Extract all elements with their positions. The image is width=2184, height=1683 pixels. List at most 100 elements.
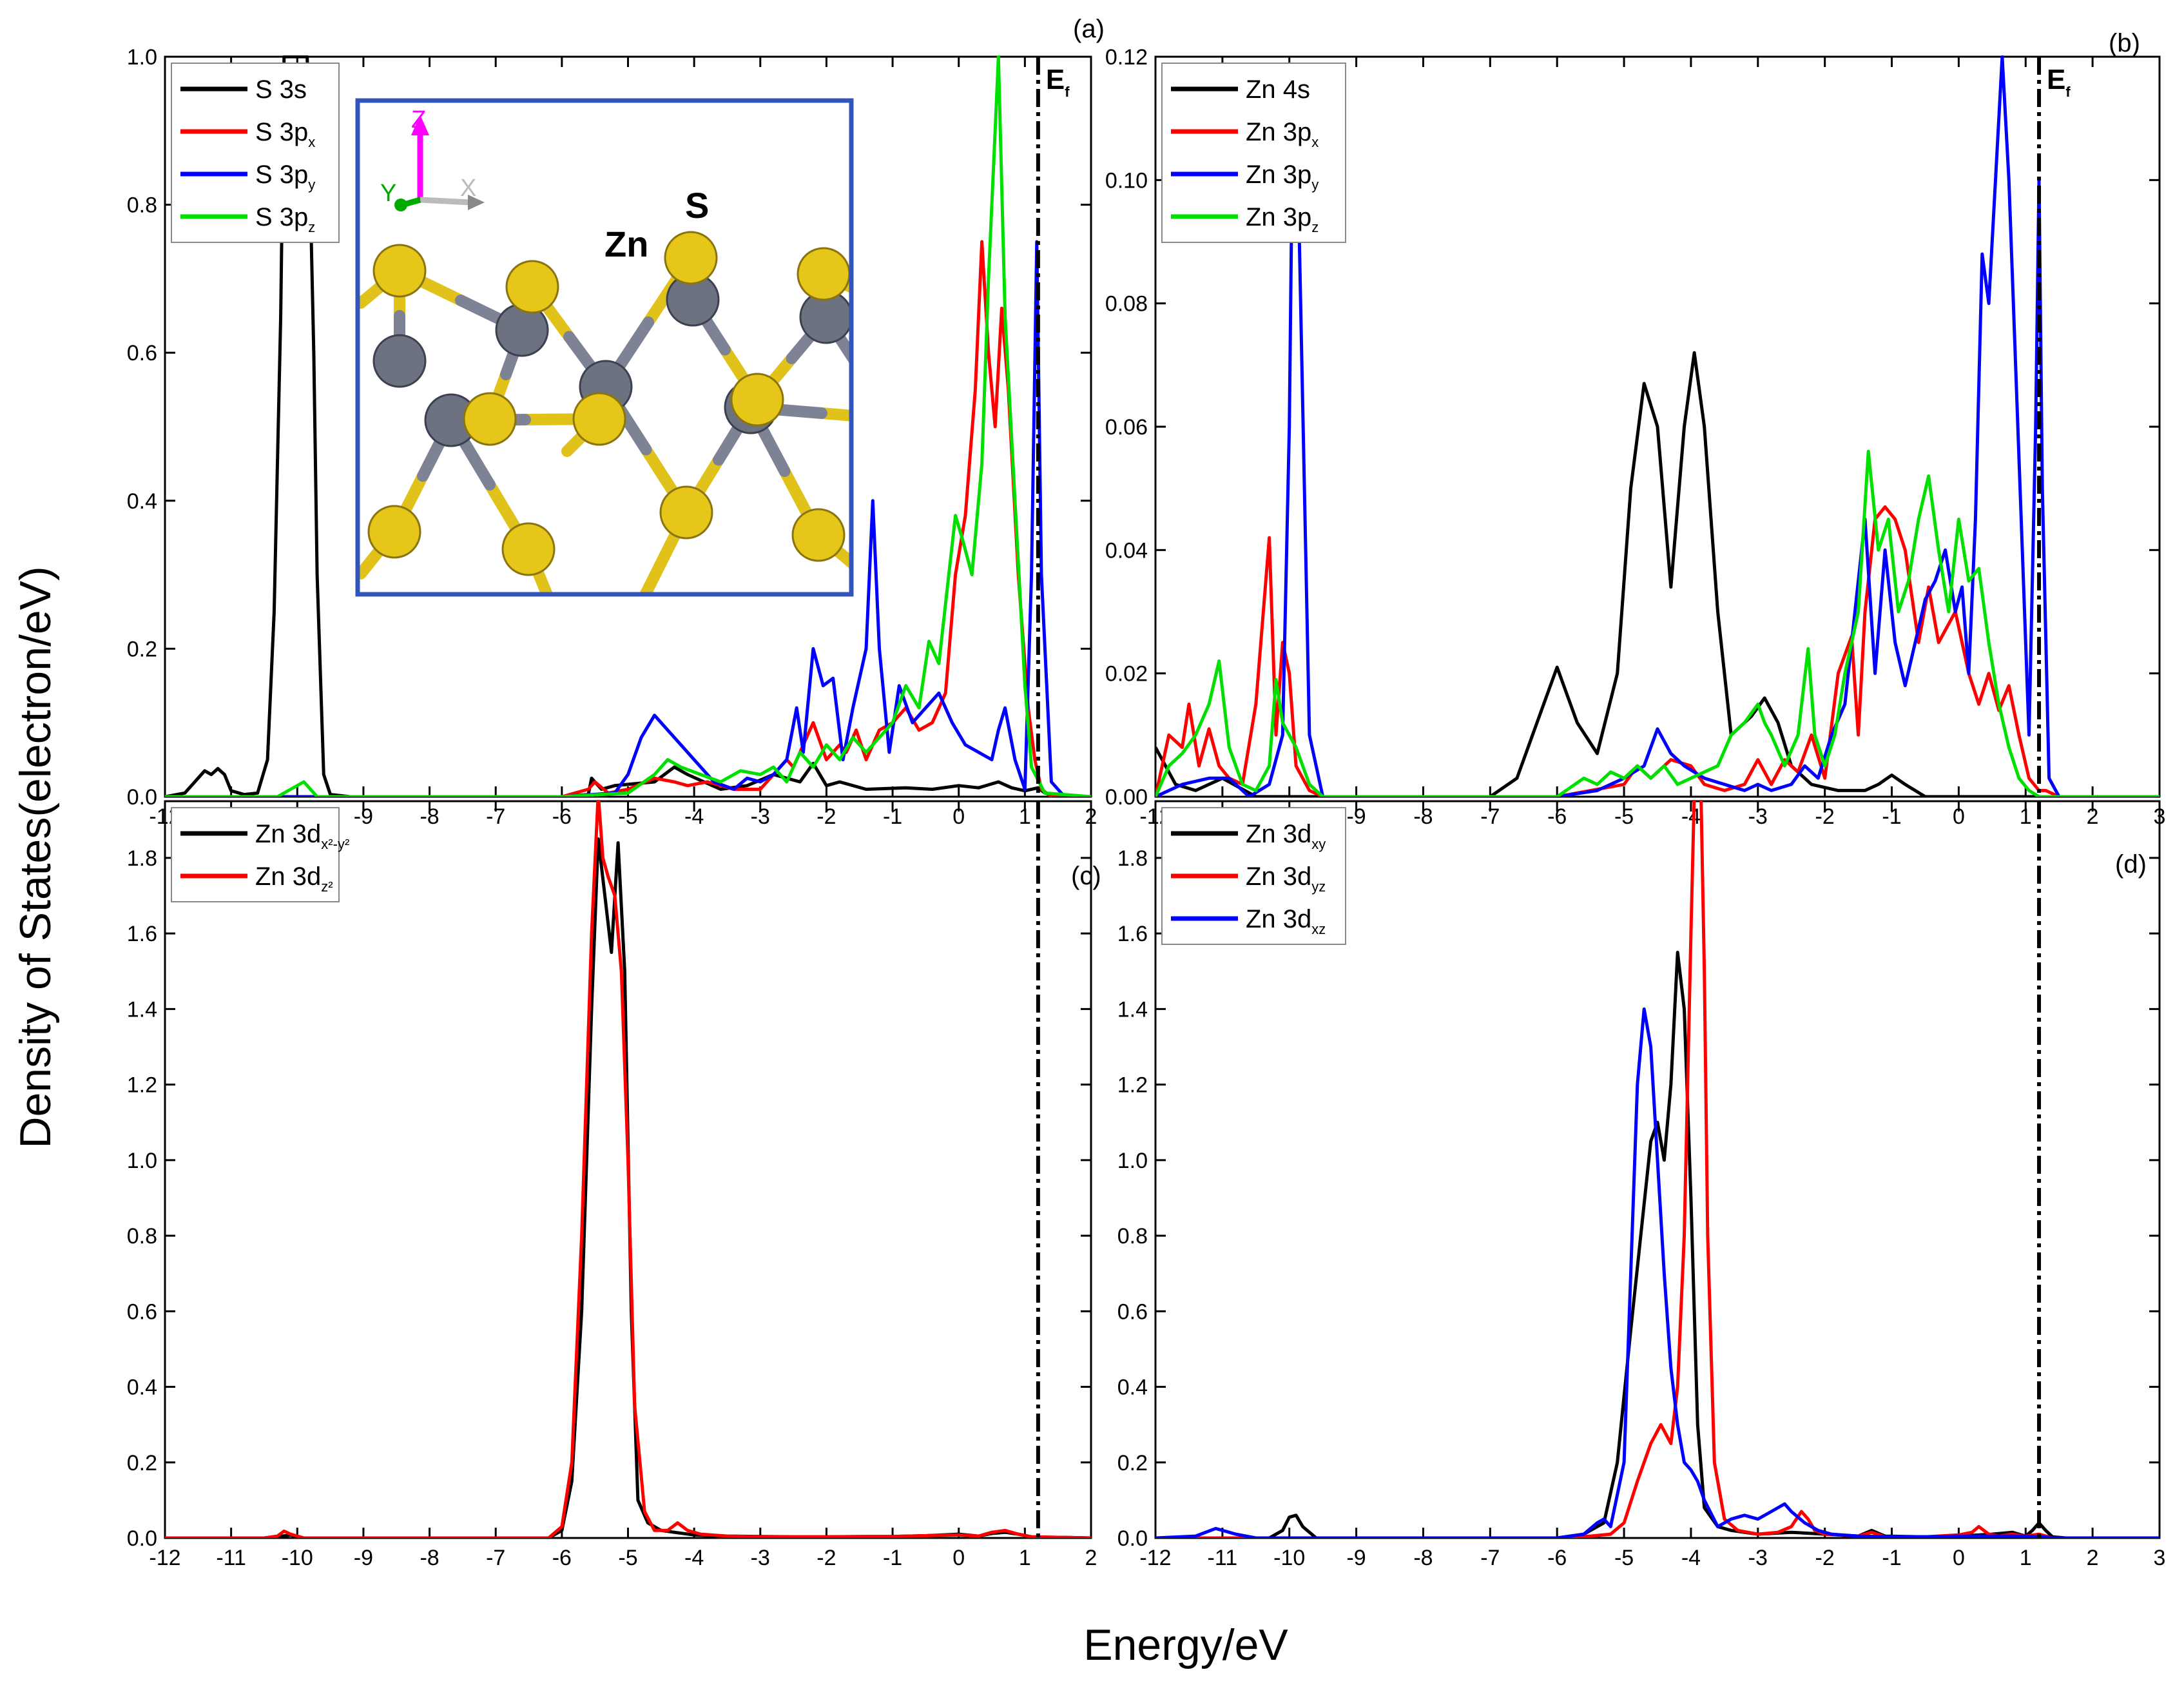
y-tick-label: 1.0 [1117, 1149, 1148, 1173]
x-tick-label: -4 [684, 1546, 704, 1570]
y-tick-label: 1.0 [127, 45, 157, 70]
s-atom [367, 505, 421, 559]
y-tick-label: 1.2 [1117, 1073, 1148, 1098]
legend-box [171, 63, 340, 243]
y-tick-label: 0.06 [1105, 415, 1148, 440]
s-atom [664, 231, 718, 285]
x-tick-label: 0 [952, 1546, 965, 1570]
atom-label-zn: Zn [604, 224, 648, 264]
fermi-level-label: Ef [2047, 64, 2071, 100]
legend-label: S 3px [255, 118, 315, 150]
s-atom [463, 392, 517, 446]
x-tick-label: 0 [1953, 804, 1965, 829]
x-tick-label: -9 [354, 1546, 373, 1570]
y-tick-label: 0.2 [1117, 1451, 1148, 1475]
s-atom [572, 392, 626, 446]
x-tick-label: -8 [1413, 1546, 1433, 1570]
s-atom [659, 485, 713, 540]
series-line-zn-3py [1155, 55, 2160, 797]
axis-label-x: X [460, 175, 476, 202]
y-tick-label: 0.4 [127, 489, 157, 514]
x-tick-label: -10 [1273, 1546, 1305, 1570]
x-tick-label: -3 [751, 1546, 770, 1570]
x-tick-label: 1 [1019, 1546, 1031, 1570]
legend-label: S 3py [255, 161, 315, 193]
y-tick-label: 0.8 [1117, 1224, 1148, 1249]
y-tick-label: 1.6 [127, 922, 157, 946]
x-tick-label: -11 [216, 1546, 246, 1570]
x-tick-label: -5 [1614, 1546, 1634, 1570]
x-tick-label: -12 [149, 1546, 180, 1570]
legend-label: Zn 3dz² [255, 862, 333, 895]
x-tick-label: 3 [2154, 1546, 2166, 1570]
x-tick-label: -1 [1882, 1546, 1901, 1570]
y-tick-label: 0.04 [1105, 538, 1148, 563]
y-tick-label: 0.8 [127, 193, 157, 218]
y-tick-label: 0.12 [1105, 45, 1148, 70]
x-tick-label: -5 [618, 1546, 637, 1570]
y-tick-label: 1.2 [127, 1073, 157, 1098]
x-tick-label: -7 [486, 1546, 505, 1570]
y-tick-label: 0.4 [1117, 1376, 1148, 1400]
x-tick-label: -4 [1681, 1546, 1701, 1570]
inset-border [355, 98, 854, 597]
x-tick-label: -6 [552, 1546, 572, 1570]
x-tick-label: -2 [817, 1546, 836, 1570]
y-tick-label: 0.08 [1105, 292, 1148, 316]
x-tick-label: 0 [1953, 1546, 1965, 1570]
x-tick-label: -2 [1815, 1546, 1835, 1570]
x-tick-label: -10 [282, 1546, 313, 1570]
y-tick-label: 1.0 [127, 1149, 157, 1173]
legend-label: S 3pz [255, 203, 315, 235]
x-tick-label: 1 [2020, 804, 2032, 829]
y-tick-label: 0.2 [127, 1451, 157, 1475]
series-line-zn-4s [1155, 351, 2160, 797]
atom-label-s: S [685, 185, 709, 226]
y-tick-label: 0.6 [127, 341, 157, 365]
panel-label: (c) [1071, 862, 1101, 890]
x-tick-label: 1 [2020, 1546, 2032, 1570]
y-tick-label: 0.10 [1105, 168, 1148, 193]
zn-atom [870, 335, 922, 387]
legend-box [171, 807, 340, 902]
series-line-s-3pz [165, 55, 1091, 797]
s-atom [797, 247, 851, 301]
y-tick-label: 1.4 [1117, 997, 1148, 1022]
legend-label: Zn 4s [1246, 75, 1310, 104]
x-tick-label: 2 [1085, 1546, 1097, 1570]
x-tick-label: -3 [1748, 1546, 1768, 1570]
axis-label-y: Y [380, 180, 396, 207]
y-tick-label: 1.8 [127, 846, 157, 871]
series-line-zn-3dxz [1155, 1007, 2160, 1538]
inset-background [358, 101, 851, 594]
y-tick-label: 0.02 [1105, 662, 1148, 686]
s-atom [505, 260, 559, 314]
legend-label: S 3s [255, 75, 307, 104]
y-tick-label: 0.0 [127, 785, 157, 810]
y-tick-label: 1.8 [1117, 846, 1148, 871]
series-line-zn-3dyz [1155, 800, 2160, 1538]
plot-frame [1154, 800, 2161, 1539]
x-tick-label: 2 [2087, 804, 2099, 829]
y-tick-label: 0.00 [1105, 785, 1148, 810]
panel-label: (d) [2115, 850, 2147, 879]
y-tick-label: 0.8 [127, 1224, 157, 1249]
legend: Zn 4s Zn 3px Zn 3py Zn 3pz [1161, 63, 1346, 243]
panel-label: (b) [2109, 29, 2140, 57]
panel-label: (a) [1073, 15, 1105, 43]
legend: Zn 3dx²-y² Zn 3dz² [171, 807, 349, 902]
y-tick-label: 0.0 [1117, 1526, 1148, 1551]
series-line-zn-3dz- [165, 800, 1091, 1538]
s-atom [730, 373, 784, 427]
x-tick-label: -12 [1139, 1546, 1171, 1570]
y-tick-label: 0.0 [127, 1526, 157, 1551]
series-line-zn-3dxy [1155, 951, 2160, 1538]
legend: S 3s S 3px S 3py S 3pz [171, 63, 340, 243]
panel-b: -12-11-10-9-8-7-6-5-4-3-2-101230.000.020… [1105, 29, 2166, 829]
legend-label: Zn 3py [1246, 161, 1319, 193]
x-tick-label: -6 [1547, 1546, 1567, 1570]
zns-crystal-structure-icon: Zn S Z Y X [355, 98, 922, 597]
s-atom [867, 393, 918, 445]
